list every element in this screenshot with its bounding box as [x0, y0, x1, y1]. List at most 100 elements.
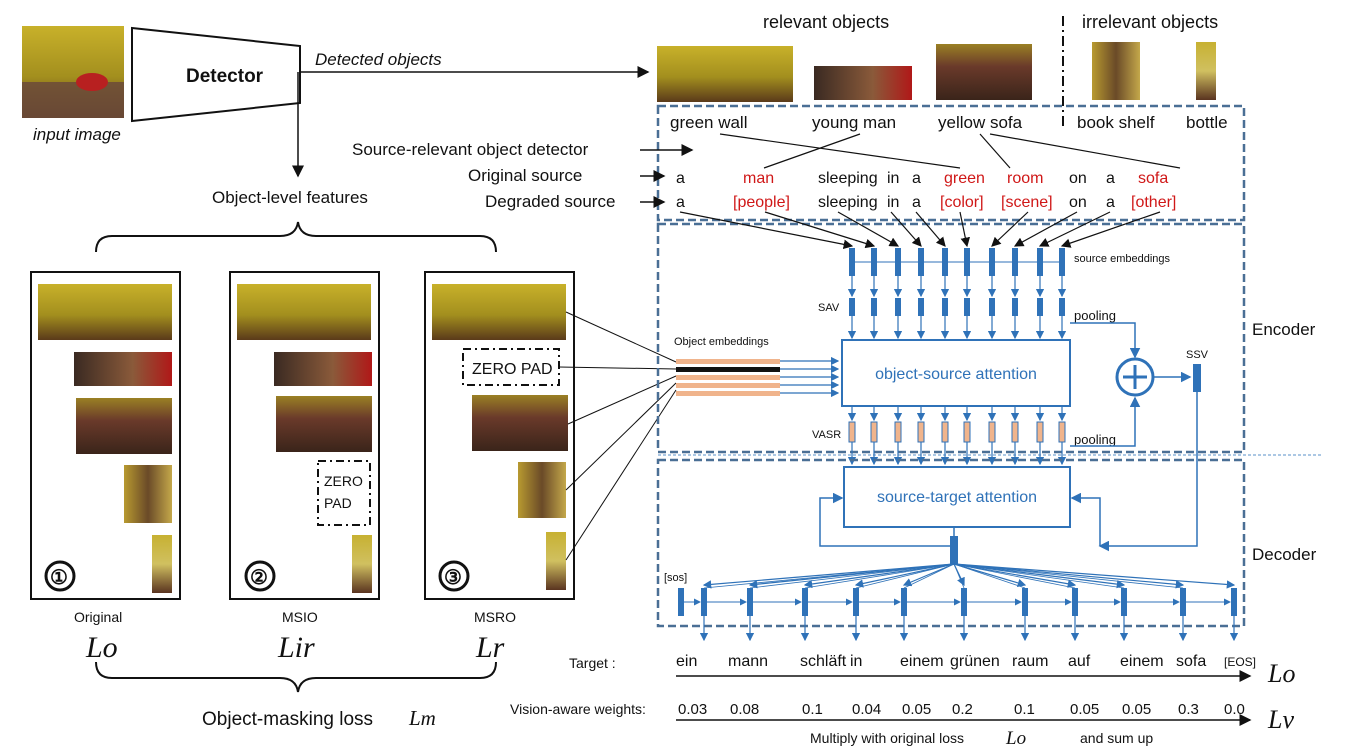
orig-token: green: [944, 170, 985, 187]
deg-token: [color]: [940, 194, 984, 211]
object-man-image: [814, 66, 912, 100]
orig-token: sleeping: [818, 170, 878, 187]
target-word: mann: [728, 653, 768, 670]
object-masking-label: Object-masking loss: [202, 709, 373, 730]
ssv-label: SSV: [1186, 349, 1209, 361]
deg-token: a: [676, 194, 685, 211]
object-shelf-image: [1092, 42, 1140, 100]
deg-token: [scene]: [1001, 194, 1053, 211]
weight-value: 0.1: [1014, 701, 1035, 718]
sos-label: [sos]: [664, 572, 687, 584]
sav-vector: [1037, 298, 1043, 316]
vasr-vector: [870, 421, 878, 443]
object-source-attention-label: object-source attention: [875, 366, 1037, 383]
panel-msio: [229, 271, 380, 600]
hub-fanout: [854, 563, 955, 588]
token-arrow: [837, 211, 900, 247]
target-word: sofa: [1176, 653, 1206, 670]
sav-vector: [1012, 298, 1018, 316]
source-region: [656, 104, 1246, 222]
decoder-region: [656, 458, 1246, 628]
source-target-attention-box: [843, 466, 1071, 528]
panel-original: [30, 271, 181, 600]
source-target-attention-label: source-target attention: [877, 489, 1037, 506]
vasr-label: VASR: [812, 429, 841, 441]
sav-vector: [895, 298, 901, 316]
decoder-state: [678, 588, 684, 616]
decoder-state: [1121, 588, 1127, 616]
weight-value: 0.1: [802, 701, 823, 718]
encoder-label: Encoder: [1252, 320, 1316, 339]
deg-token: in: [887, 194, 899, 211]
object-embeddings: [676, 359, 780, 396]
vasr-vector: [917, 421, 925, 443]
irrelevant-objects-title: irrelevant objects: [1082, 12, 1218, 32]
multiply-text: Multiply with original loss: [810, 730, 964, 746]
original-source-label: Original source: [468, 166, 582, 185]
source-embedding-vector: [1059, 248, 1065, 276]
orig-token: a: [912, 170, 921, 187]
panel2-zero-pad: [317, 460, 371, 526]
sav-vector: [918, 298, 924, 316]
object-embedding-arrows: [780, 356, 840, 398]
deg-token: [people]: [733, 194, 790, 211]
token-arrow: [679, 211, 854, 250]
relevant-objects-title: relevant objects: [763, 12, 889, 32]
panel2-wall-image: [237, 284, 371, 340]
hub-fanout: [953, 563, 1236, 589]
hub-feedback: [749, 563, 955, 589]
panel1-sofa-image: [76, 398, 172, 454]
sum-text: and sum up: [1080, 730, 1153, 746]
target-word: raum: [1012, 653, 1048, 670]
source-embeddings-label: source embeddings: [1074, 253, 1171, 265]
panel2-name: MSIO: [282, 609, 318, 625]
source-embedding-vector: [964, 248, 970, 276]
decoder-columns: [678, 563, 1239, 642]
panel2-number: ②: [250, 567, 268, 589]
panel-msro: [424, 271, 575, 600]
input-image-person: [76, 73, 108, 91]
panel2-bottle-image: [352, 535, 372, 593]
orig-token: in: [887, 170, 899, 187]
source-embedding-vector: [871, 248, 877, 276]
loss-brace: [95, 661, 497, 693]
panel3-loss: Lr: [475, 631, 505, 664]
object-word-links: [719, 133, 1181, 169]
pooling-bottom-path: [1070, 396, 1141, 447]
weight-value: 0.3: [1178, 701, 1199, 718]
panel3-wall-image: [432, 284, 566, 340]
sav-vector: [849, 298, 855, 316]
panel2-sofa-image: [276, 396, 372, 452]
vasr-vector: [848, 421, 856, 443]
hub-feedback: [855, 563, 955, 589]
encoder-columns: [847, 248, 1067, 466]
input-image-sofa: [22, 82, 124, 118]
panel1-shelf-image: [124, 465, 172, 523]
sav-vector: [1059, 298, 1065, 316]
hub-feedback: [953, 563, 965, 589]
hub-feedback: [804, 563, 955, 589]
vasr-vector: [1058, 421, 1066, 443]
decoder-state: [1180, 588, 1186, 616]
hub-fanout: [953, 563, 1126, 589]
target-word: [EOS]: [1224, 655, 1256, 669]
panel3-zero-pad: [462, 348, 560, 386]
token-arrow: [1013, 211, 1078, 247]
token-arrow: [915, 211, 946, 247]
panel3-number-circle: [438, 560, 470, 592]
decoder-state: [747, 588, 753, 616]
decoder-hub: [950, 536, 958, 564]
target-word: einem: [1120, 653, 1164, 670]
decoder-state: [1072, 588, 1078, 616]
orig-token: room: [1007, 170, 1043, 187]
deg-token: on: [1069, 194, 1087, 211]
degraded-source-tokens: a [people] sleeping in a [color] [scene]…: [676, 194, 1176, 211]
hub-fanout: [748, 563, 955, 589]
deg-token: sleeping: [818, 194, 878, 211]
panel3-shelf-image: [518, 462, 566, 518]
weight-value: 0.0: [1224, 701, 1245, 718]
pooling-bottom-label: pooling: [1074, 432, 1116, 447]
orig-token: sofa: [1138, 170, 1168, 187]
panel3-number: ③: [444, 567, 462, 589]
source-embedding-vector: [1012, 248, 1018, 276]
